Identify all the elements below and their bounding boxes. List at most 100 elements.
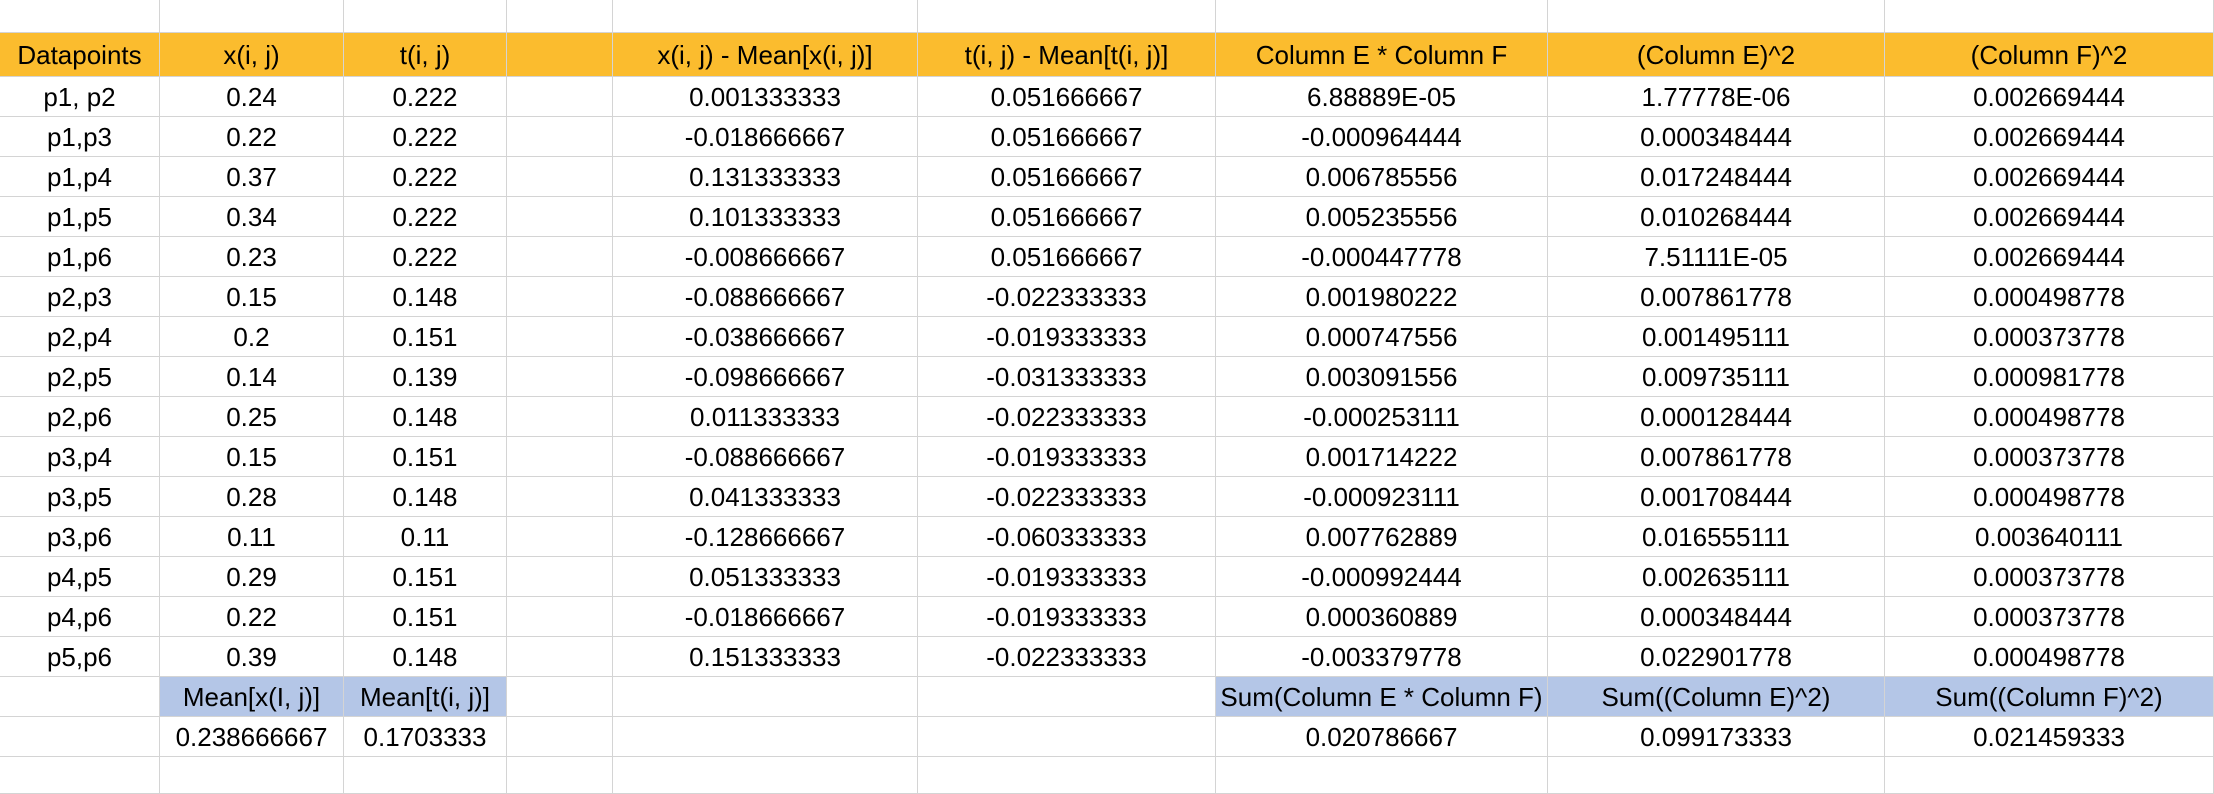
data-cell-f-squared[interactable]: 0.000498778 <box>1885 397 2214 437</box>
empty-cell[interactable] <box>918 757 1216 794</box>
empty-cell[interactable] <box>1885 0 2214 33</box>
data-cell-blank[interactable] <box>507 517 613 557</box>
summary-label-x-ij[interactable]: Mean[x(I, j)] <box>160 677 344 717</box>
data-cell-f-squared[interactable]: 0.002669444 <box>1885 77 2214 117</box>
data-cell-e-times-f[interactable]: 0.003091556 <box>1216 357 1548 397</box>
data-cell-t-minus-mean[interactable]: 0.051666667 <box>918 77 1216 117</box>
data-cell-f-squared[interactable]: 0.002669444 <box>1885 237 2214 277</box>
data-cell-datapoints[interactable]: p3,p5 <box>0 477 160 517</box>
data-cell-f-squared[interactable]: 0.002669444 <box>1885 197 2214 237</box>
data-cell-t-ij[interactable]: 0.151 <box>344 437 507 477</box>
data-cell-e-times-f[interactable]: -0.003379778 <box>1216 637 1548 677</box>
data-cell-blank[interactable] <box>507 437 613 477</box>
data-cell-t-ij[interactable]: 0.222 <box>344 117 507 157</box>
data-cell-x-minus-mean[interactable]: 0.041333333 <box>613 477 918 517</box>
summary-value-t-ij[interactable]: 0.1703333 <box>344 717 507 757</box>
data-cell-x-ij[interactable]: 0.28 <box>160 477 344 517</box>
data-cell-e-times-f[interactable]: 0.001980222 <box>1216 277 1548 317</box>
data-cell-blank[interactable] <box>507 357 613 397</box>
data-cell-datapoints[interactable]: p5,p6 <box>0 637 160 677</box>
data-cell-datapoints[interactable]: p3,p4 <box>0 437 160 477</box>
data-cell-blank[interactable] <box>507 277 613 317</box>
data-cell-t-ij[interactable]: 0.151 <box>344 597 507 637</box>
data-cell-f-squared[interactable]: 0.000373778 <box>1885 437 2214 477</box>
data-cell-datapoints[interactable]: p1, p2 <box>0 77 160 117</box>
data-cell-e-squared[interactable]: 0.000348444 <box>1548 597 1885 637</box>
data-cell-x-ij[interactable]: 0.24 <box>160 77 344 117</box>
empty-cell[interactable] <box>613 757 918 794</box>
data-cell-t-ij[interactable]: 0.148 <box>344 277 507 317</box>
empty-cell[interactable] <box>1548 757 1885 794</box>
data-cell-t-ij[interactable]: 0.222 <box>344 157 507 197</box>
data-cell-e-squared[interactable]: 0.002635111 <box>1548 557 1885 597</box>
summary-value-f-squared[interactable]: 0.021459333 <box>1885 717 2214 757</box>
data-cell-t-minus-mean[interactable]: -0.019333333 <box>918 317 1216 357</box>
data-cell-x-minus-mean[interactable]: -0.128666667 <box>613 517 918 557</box>
data-cell-e-times-f[interactable]: 0.001714222 <box>1216 437 1548 477</box>
data-cell-t-minus-mean[interactable]: -0.022333333 <box>918 277 1216 317</box>
empty-cell[interactable] <box>0 717 160 757</box>
data-cell-t-ij[interactable]: 0.222 <box>344 197 507 237</box>
summary-value-e-squared[interactable]: 0.099173333 <box>1548 717 1885 757</box>
data-cell-e-times-f[interactable]: -0.000447778 <box>1216 237 1548 277</box>
data-cell-e-squared[interactable]: 0.007861778 <box>1548 437 1885 477</box>
data-cell-e-times-f[interactable]: 0.007762889 <box>1216 517 1548 557</box>
data-cell-e-times-f[interactable]: 0.006785556 <box>1216 157 1548 197</box>
data-cell-f-squared[interactable]: 0.000498778 <box>1885 477 2214 517</box>
data-cell-t-ij[interactable]: 0.222 <box>344 237 507 277</box>
data-cell-x-ij[interactable]: 0.37 <box>160 157 344 197</box>
empty-cell[interactable] <box>507 717 613 757</box>
header-cell-x-minus-mean[interactable]: x(i, j) - Mean[x(i, j)] <box>613 33 918 77</box>
data-cell-t-ij[interactable]: 0.11 <box>344 517 507 557</box>
data-cell-datapoints[interactable]: p4,p5 <box>0 557 160 597</box>
empty-cell[interactable] <box>0 0 160 33</box>
data-cell-e-times-f[interactable]: -0.000964444 <box>1216 117 1548 157</box>
data-cell-blank[interactable] <box>507 597 613 637</box>
empty-cell[interactable] <box>613 717 918 757</box>
data-cell-blank[interactable] <box>507 397 613 437</box>
data-cell-blank[interactable] <box>507 197 613 237</box>
header-cell-t-minus-mean[interactable]: t(i, j) - Mean[t(i, j)] <box>918 33 1216 77</box>
data-cell-f-squared[interactable]: 0.000498778 <box>1885 637 2214 677</box>
data-cell-e-times-f[interactable]: 0.000747556 <box>1216 317 1548 357</box>
data-cell-datapoints[interactable]: p2,p5 <box>0 357 160 397</box>
data-cell-x-minus-mean[interactable]: -0.038666667 <box>613 317 918 357</box>
empty-cell[interactable] <box>344 757 507 794</box>
data-cell-blank[interactable] <box>507 477 613 517</box>
data-cell-f-squared[interactable]: 0.000373778 <box>1885 557 2214 597</box>
summary-value-x-ij[interactable]: 0.238666667 <box>160 717 344 757</box>
data-cell-x-ij[interactable]: 0.29 <box>160 557 344 597</box>
data-cell-t-minus-mean[interactable]: -0.019333333 <box>918 597 1216 637</box>
data-cell-f-squared[interactable]: 0.002669444 <box>1885 117 2214 157</box>
data-cell-datapoints[interactable]: p3,p6 <box>0 517 160 557</box>
data-cell-f-squared[interactable]: 0.003640111 <box>1885 517 2214 557</box>
data-cell-t-ij[interactable]: 0.151 <box>344 317 507 357</box>
data-cell-x-ij[interactable]: 0.22 <box>160 597 344 637</box>
data-cell-x-ij[interactable]: 0.23 <box>160 237 344 277</box>
data-cell-datapoints[interactable]: p1,p3 <box>0 117 160 157</box>
data-cell-x-minus-mean[interactable]: -0.088666667 <box>613 437 918 477</box>
summary-label-f-squared[interactable]: Sum((Column F)^2) <box>1885 677 2214 717</box>
data-cell-e-times-f[interactable]: 0.000360889 <box>1216 597 1548 637</box>
header-cell-datapoints[interactable]: Datapoints <box>0 33 160 77</box>
empty-cell[interactable] <box>0 757 160 794</box>
empty-cell[interactable] <box>918 717 1216 757</box>
data-cell-t-minus-mean[interactable]: 0.051666667 <box>918 157 1216 197</box>
data-cell-t-minus-mean[interactable]: -0.031333333 <box>918 357 1216 397</box>
data-cell-x-minus-mean[interactable]: 0.011333333 <box>613 397 918 437</box>
data-cell-e-times-f[interactable]: 6.88889E-05 <box>1216 77 1548 117</box>
data-cell-e-squared[interactable]: 0.022901778 <box>1548 637 1885 677</box>
data-cell-datapoints[interactable]: p2,p3 <box>0 277 160 317</box>
data-cell-e-squared[interactable]: 7.51111E-05 <box>1548 237 1885 277</box>
data-cell-t-minus-mean[interactable]: 0.051666667 <box>918 237 1216 277</box>
data-cell-datapoints[interactable]: p4,p6 <box>0 597 160 637</box>
data-cell-blank[interactable] <box>507 317 613 357</box>
data-cell-e-times-f[interactable]: -0.000992444 <box>1216 557 1548 597</box>
data-cell-x-minus-mean[interactable]: -0.008666667 <box>613 237 918 277</box>
empty-cell[interactable] <box>1216 757 1548 794</box>
data-cell-datapoints[interactable]: p2,p4 <box>0 317 160 357</box>
data-cell-e-squared[interactable]: 0.001495111 <box>1548 317 1885 357</box>
data-cell-e-squared[interactable]: 1.77778E-06 <box>1548 77 1885 117</box>
data-cell-t-minus-mean[interactable]: 0.051666667 <box>918 117 1216 157</box>
empty-cell[interactable] <box>1548 0 1885 33</box>
